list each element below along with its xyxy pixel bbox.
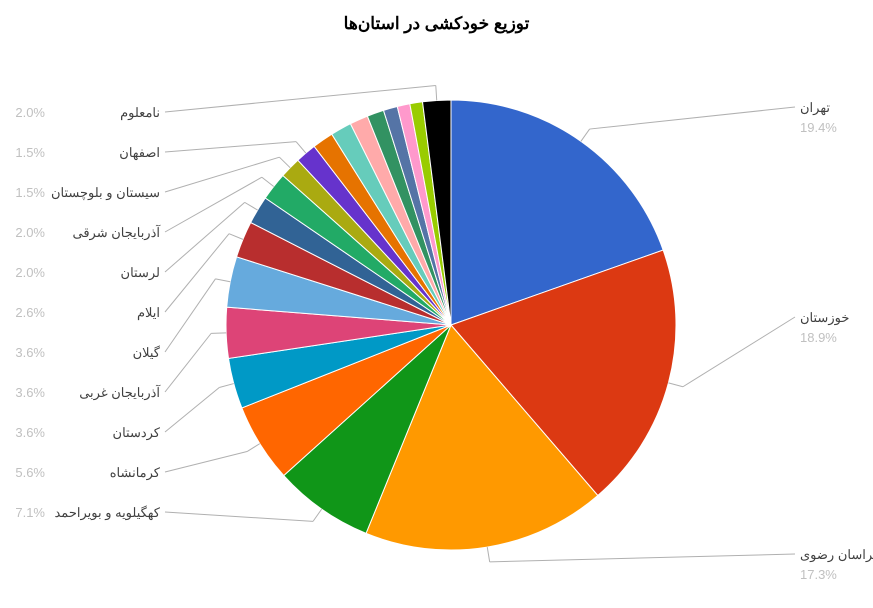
slice-percent: 2.0% (15, 105, 45, 120)
slice-label: نامعلوم (120, 105, 160, 121)
slice-label: آذربایجان شرقی (72, 225, 160, 241)
slice-percent: 17.3% (800, 567, 837, 582)
slice-label: سیستان و بلوچستان (51, 185, 160, 201)
slice-percent: 2.0% (15, 225, 45, 240)
slice-label: تهران (800, 100, 830, 116)
pie-chart-area: تهران 19.4% خوزستان 18.9% خراسان رضوی 17.3% که… (0, 0, 873, 603)
slice-percent: 2.6% (15, 305, 45, 320)
slice-label: کرمانشاه (110, 465, 160, 481)
slice-label: لرستان (121, 265, 160, 281)
slice-percent: 19.4% (800, 120, 837, 135)
slice-percent: 3.6% (15, 385, 45, 400)
slice-label: خوزستان (800, 310, 849, 326)
slice-label: ایلام (137, 305, 160, 321)
slice-percent: 2.0% (15, 265, 45, 280)
slice-label: خراسان رضوی (800, 547, 873, 563)
slice-percent: 1.5% (15, 185, 45, 200)
slice-label: گیلان (133, 345, 160, 361)
slice-percent: 3.6% (15, 345, 45, 360)
slice-percent: 5.6% (15, 465, 45, 480)
slice-label: کردستان (113, 425, 160, 441)
slice-percent: 18.9% (800, 330, 837, 345)
slice-percent: 7.1% (15, 505, 45, 520)
slice-label: آذربایجان غربی (79, 385, 160, 401)
slice-percent: 1.5% (15, 145, 45, 160)
slice-percent: 3.6% (15, 425, 45, 440)
slice-label: اصفهان (119, 145, 160, 161)
slice-label: کهگیلویه و بویراحمد (54, 505, 160, 521)
